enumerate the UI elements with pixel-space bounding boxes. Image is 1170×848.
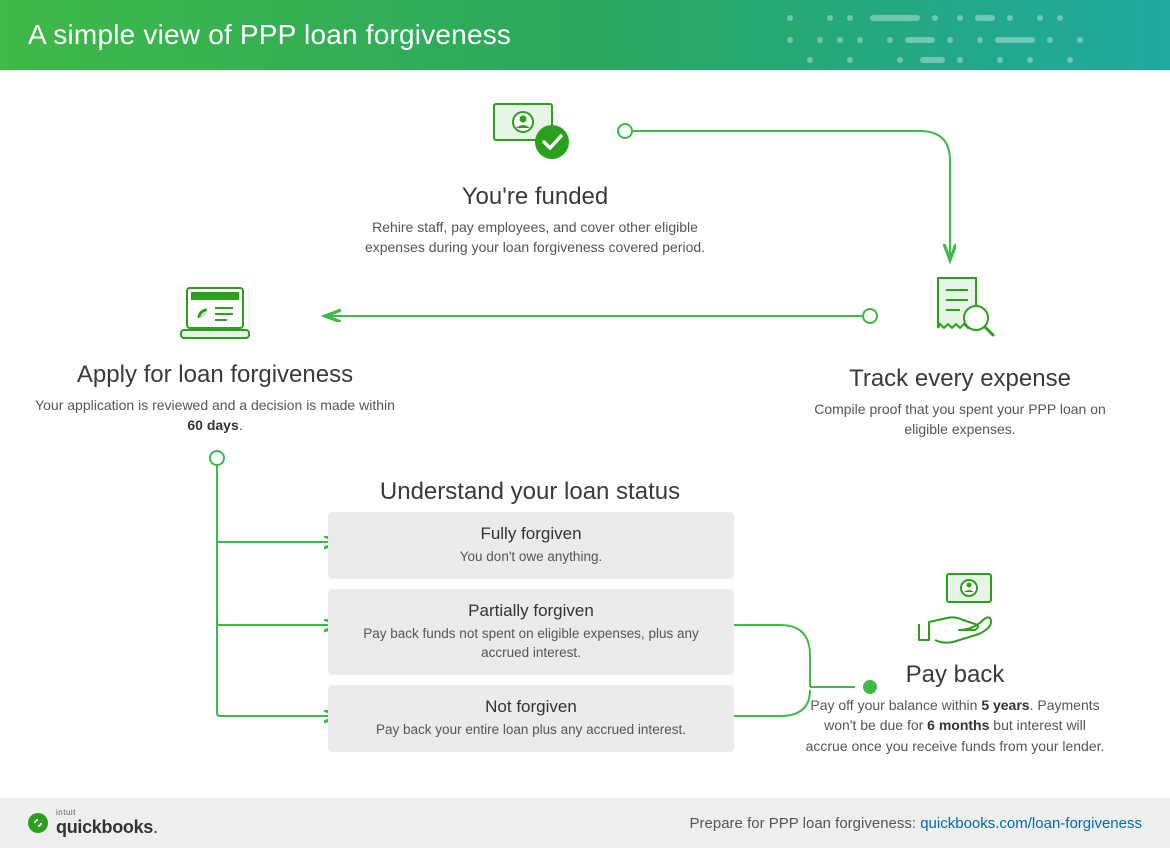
track-title: Track every expense <box>800 365 1120 393</box>
header-banner: A simple view of PPP loan forgiveness <box>0 0 1170 70</box>
money-check-icon <box>355 100 715 173</box>
status-cards-column: Fully forgiven You don't owe anything. P… <box>328 512 734 762</box>
status-not-title: Not forgiven <box>346 697 716 717</box>
node-funded: You're funded Rehire staff, pay employee… <box>355 100 715 258</box>
status-card-partial: Partially forgiven Pay back funds not sp… <box>328 589 734 675</box>
footer-cta: Prepare for PPP loan forgiveness: quickb… <box>690 815 1142 832</box>
node-track: Track every expense Compile proof that y… <box>800 270 1120 440</box>
status-card-fully: Fully forgiven You don't owe anything. <box>328 512 734 579</box>
funded-desc: Rehire staff, pay employees, and cover o… <box>355 217 715 258</box>
status-partial-desc: Pay back funds not spent on eligible exp… <box>346 625 716 663</box>
quickbooks-logo-icon <box>28 813 48 833</box>
receipt-magnify-icon <box>800 270 1120 355</box>
status-card-not: Not forgiven Pay back your entire loan p… <box>328 685 734 752</box>
understand-title: Understand your loan status <box>320 478 740 506</box>
payback-title: Pay back <box>800 661 1110 689</box>
funded-title: You're funded <box>355 183 715 211</box>
diagram-canvas: You're funded Rehire staff, pay employee… <box>0 70 1170 798</box>
header-decoration <box>750 0 1150 70</box>
node-apply: Apply for loan forgiveness Your applicat… <box>30 282 400 436</box>
track-desc: Compile proof that you spent your PPP lo… <box>800 399 1120 440</box>
status-fully-desc: You don't owe anything. <box>346 548 716 567</box>
page-title: A simple view of PPP loan forgiveness <box>28 19 511 51</box>
laptop-icon <box>30 282 400 351</box>
status-fully-title: Fully forgiven <box>346 524 716 544</box>
footer-cta-text: Prepare for PPP loan forgiveness: <box>690 815 921 832</box>
footer-link[interactable]: quickbooks.com/loan-forgiveness <box>920 815 1142 832</box>
status-partial-title: Partially forgiven <box>346 601 716 621</box>
apply-title: Apply for loan forgiveness <box>30 361 400 389</box>
footer-brand: intuit quickbooks. <box>28 809 158 838</box>
apply-desc: Your application is reviewed and a decis… <box>30 395 400 436</box>
node-payback: Pay back Pay off your balance within 5 y… <box>800 570 1110 756</box>
payback-desc: Pay off your balance within 5 years. Pay… <box>805 695 1105 756</box>
hand-money-icon <box>800 570 1110 651</box>
footer-bar: intuit quickbooks. Prepare for PPP loan … <box>0 798 1170 848</box>
brand-name: quickbooks <box>56 817 153 837</box>
brand-small: intuit <box>56 809 158 817</box>
node-understand: Understand your loan status <box>320 478 740 506</box>
status-not-desc: Pay back your entire loan plus any accru… <box>346 721 716 740</box>
